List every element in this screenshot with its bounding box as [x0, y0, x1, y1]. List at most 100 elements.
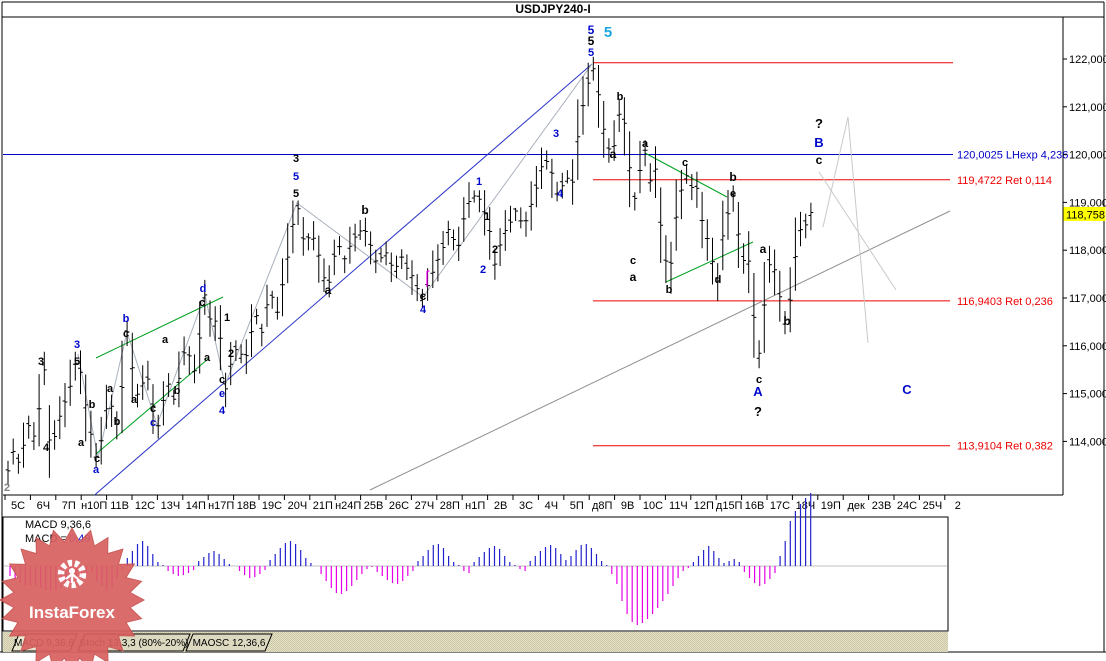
price-bar	[487, 207, 493, 260]
time-axis-label: дек	[848, 500, 866, 512]
time-axis-label: 2В	[494, 500, 507, 512]
price-bar	[72, 351, 78, 381]
price-bar	[585, 62, 591, 107]
price-axis-label: 120,000	[1069, 150, 1106, 162]
price-bar	[218, 305, 223, 371]
price-bar	[290, 200, 296, 254]
price-bar	[528, 181, 534, 231]
wave-label: 4	[420, 304, 427, 316]
price-axis-label: 116,000	[1069, 341, 1106, 353]
price-bar	[798, 211, 803, 247]
wave-label: c	[150, 417, 156, 429]
price-bar	[720, 200, 726, 271]
time-axis-label: 10С	[643, 500, 663, 512]
time-axis-label: 6Ч	[37, 500, 50, 512]
time-axis-label: 20Ч	[288, 500, 308, 512]
fib-level-label: 113,9104 Ret 0,382	[957, 441, 1053, 453]
price-bar	[311, 221, 316, 251]
wave-label: 4	[219, 405, 226, 417]
wave-label: b	[783, 314, 790, 328]
wave-label: 5	[293, 188, 299, 200]
price-bar	[741, 243, 746, 274]
price-bar	[259, 323, 265, 347]
time-axis-label: 12П	[694, 500, 714, 512]
trendline[interactable]	[95, 358, 209, 455]
wave-label: ?	[815, 116, 823, 131]
price-bar	[477, 190, 482, 213]
price-bar	[295, 200, 301, 225]
price-bar	[782, 311, 788, 335]
price-bar	[171, 389, 177, 405]
trendline[interactable]	[369, 210, 951, 491]
trendline[interactable]	[644, 152, 728, 198]
price-bar	[352, 223, 358, 252]
time-axis-label: 7П	[62, 500, 76, 512]
price-bar	[647, 163, 653, 192]
time-axis-label: 24С	[897, 500, 917, 512]
price-bar	[378, 247, 384, 263]
time-axis-label: н17П	[208, 500, 234, 512]
price-bar	[694, 171, 700, 208]
price-bar	[642, 140, 648, 167]
price-bar	[596, 65, 601, 128]
price-bar	[347, 226, 353, 264]
macd-panel	[2, 516, 949, 632]
price-bar	[559, 172, 565, 199]
price-bar	[228, 342, 234, 386]
trendline[interactable]	[818, 171, 897, 291]
current-price-tag	[1063, 206, 1106, 221]
price-bar	[254, 308, 259, 325]
price-bar	[135, 383, 140, 408]
price-bar	[440, 231, 446, 265]
trendline[interactable]	[95, 296, 224, 359]
price-bar	[104, 384, 109, 429]
current-price-label: 118,758	[1066, 209, 1105, 221]
price-bar	[704, 219, 710, 261]
trendline[interactable]	[90, 63, 593, 499]
price-bar	[321, 258, 327, 292]
price-bar	[580, 76, 586, 135]
wave-label: 5	[604, 24, 612, 41]
wave-label: c	[630, 255, 636, 267]
price-axis-label: 114,000	[1069, 436, 1106, 448]
wave-label: b	[361, 203, 368, 217]
price-bar	[435, 244, 441, 282]
price-bar	[554, 181, 560, 202]
logo-text: InstaForex	[29, 603, 116, 622]
wave-label: 3	[38, 356, 44, 368]
price-bar	[622, 97, 627, 156]
price-bar	[337, 236, 342, 256]
price-bar	[373, 249, 379, 274]
wave-label: 3	[293, 153, 299, 165]
wave-labels-layer: 23435abcaabbcaccabdca1ce42355abc41122345…	[4, 23, 912, 494]
wave-label: a	[630, 270, 637, 284]
tab-stoch-label[interactable]: Stoch 13,3,3 (80%-20%)	[80, 638, 189, 649]
instaforex-logo: InstaForex	[0, 526, 146, 661]
wave-label: b	[617, 91, 624, 103]
price-bar	[549, 158, 555, 198]
tab-maosc[interactable]	[185, 633, 273, 652]
price-bar	[331, 239, 337, 276]
price-bar	[363, 217, 368, 247]
price-bar	[668, 241, 674, 294]
price-bar	[803, 213, 809, 239]
price-axis-label: 121,000	[1069, 102, 1106, 114]
price-bar	[637, 140, 643, 194]
time-axis-label: 13Ч	[161, 500, 181, 512]
price-bar	[471, 190, 477, 203]
fib-level-label: 120,0025 LHexp 4,236	[957, 149, 1068, 161]
price-bar	[761, 262, 767, 353]
price-bar	[140, 365, 146, 400]
wave-label: 2	[492, 244, 498, 256]
price-bar	[150, 384, 156, 434]
price-bar	[166, 373, 171, 397]
price-bar	[513, 207, 518, 221]
price-bar	[368, 231, 373, 265]
wave-label: 3	[74, 339, 80, 351]
time-axis-label: 2	[955, 500, 961, 512]
time-axis-label: 14П	[186, 500, 206, 512]
tab-maosc-label[interactable]: MAOSC 12,36,6	[193, 638, 266, 649]
price-bar	[243, 339, 249, 374]
price-bar	[83, 374, 89, 442]
